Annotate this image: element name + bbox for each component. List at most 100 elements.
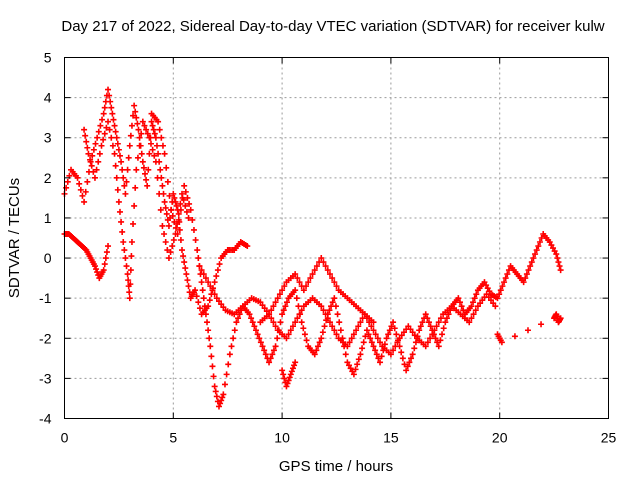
data-point	[370, 319, 377, 326]
data-point	[202, 275, 209, 282]
data-point	[409, 329, 416, 336]
data-point	[525, 267, 532, 274]
data-point	[182, 265, 189, 272]
data-point	[173, 224, 180, 231]
data-point	[211, 383, 218, 390]
data-point	[105, 86, 112, 93]
data-point	[336, 319, 343, 326]
data-point	[200, 271, 207, 278]
data-point	[269, 351, 276, 358]
data-point	[337, 327, 344, 334]
data-point	[126, 142, 133, 149]
data-point	[287, 371, 294, 378]
data-point	[557, 267, 564, 274]
data-point	[218, 301, 225, 308]
data-point	[283, 383, 290, 390]
data-point	[319, 329, 326, 336]
data-point	[169, 243, 176, 250]
data-point	[127, 132, 134, 139]
data-point	[113, 174, 120, 181]
data-point	[329, 323, 336, 330]
data-point	[274, 295, 281, 302]
data-point	[76, 180, 83, 187]
data-point	[266, 311, 273, 318]
data-point	[329, 299, 336, 306]
data-point	[437, 315, 444, 322]
data-point	[311, 351, 318, 358]
data-point	[511, 333, 518, 340]
data-point	[179, 247, 186, 254]
data-point	[164, 247, 171, 254]
data-point	[146, 134, 153, 141]
data-point	[272, 343, 279, 350]
data-point	[125, 154, 132, 161]
data-point	[527, 263, 534, 270]
data-point	[161, 198, 168, 205]
data-point	[398, 349, 405, 356]
data-point	[362, 333, 369, 340]
data-point	[427, 335, 434, 342]
data-point	[105, 243, 112, 250]
data-point	[300, 287, 307, 294]
data-point	[140, 164, 147, 171]
x-tick-label: 25	[601, 430, 617, 446]
data-point	[120, 239, 127, 246]
data-point	[553, 251, 560, 258]
data-point	[165, 222, 172, 229]
data-point	[139, 118, 146, 125]
data-point	[303, 283, 310, 290]
data-point	[324, 267, 331, 274]
data-point	[177, 200, 184, 207]
data-point	[344, 343, 351, 350]
data-point	[100, 110, 107, 117]
data-point	[130, 220, 137, 227]
data-point	[207, 283, 214, 290]
data-point	[272, 299, 279, 306]
data-point	[156, 190, 163, 197]
data-point	[557, 315, 564, 322]
data-point	[289, 365, 296, 372]
data-point	[320, 307, 327, 314]
data-point	[318, 255, 325, 262]
data-point	[134, 154, 141, 161]
data-point	[344, 359, 351, 366]
data-point	[367, 335, 374, 342]
data-point	[407, 326, 414, 333]
data-point	[118, 218, 125, 225]
data-point	[176, 226, 183, 233]
data-point	[100, 267, 107, 274]
data-point	[270, 303, 277, 310]
data-point	[142, 170, 149, 177]
data-point	[213, 273, 220, 280]
data-point	[209, 287, 216, 294]
data-point	[109, 110, 116, 117]
data-point	[288, 368, 295, 375]
data-point	[103, 249, 110, 256]
data-point	[169, 212, 176, 219]
series-2	[81, 118, 192, 302]
data-point	[218, 397, 225, 404]
data-point	[102, 255, 109, 262]
data-point	[138, 150, 145, 157]
data-point	[408, 355, 415, 362]
data-point	[331, 295, 338, 302]
data-point	[279, 367, 286, 374]
data-point	[458, 303, 465, 310]
data-point	[132, 108, 139, 115]
data-point	[120, 174, 127, 181]
data-point	[200, 295, 207, 302]
data-point	[182, 188, 189, 195]
data-point	[136, 134, 143, 141]
data-point	[256, 335, 263, 342]
data-point	[127, 281, 134, 288]
data-point	[164, 178, 171, 185]
data-point	[291, 362, 298, 369]
data-point	[226, 351, 233, 358]
data-point	[315, 343, 322, 350]
data-point	[305, 279, 312, 286]
data-point	[116, 208, 123, 215]
data-point	[122, 255, 129, 262]
data-point	[254, 331, 261, 338]
data-point	[161, 150, 168, 157]
data-point	[133, 114, 140, 121]
